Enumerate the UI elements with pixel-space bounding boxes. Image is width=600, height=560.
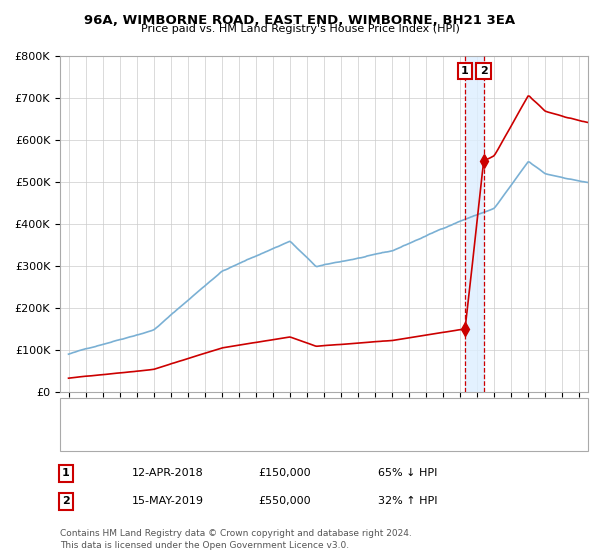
- Text: 96A, WIMBORNE ROAD, EAST END, WIMBORNE, BH21 3EA: 96A, WIMBORNE ROAD, EAST END, WIMBORNE, …: [85, 14, 515, 27]
- Bar: [465, 56, 484, 392]
- Text: 15-MAY-2019: 15-MAY-2019: [132, 496, 204, 506]
- Text: £550,000: £550,000: [258, 496, 311, 506]
- Text: 1: 1: [62, 468, 70, 478]
- Text: 2: 2: [62, 496, 70, 506]
- Text: 12-APR-2018: 12-APR-2018: [132, 468, 204, 478]
- Text: 96A, WIMBORNE ROAD, EAST END, WIMBORNE, BH21 3EA (detached house): 96A, WIMBORNE ROAD, EAST END, WIMBORNE, …: [97, 408, 494, 418]
- Text: HPI: Average price, detached house, Dorset: HPI: Average price, detached house, Dors…: [97, 431, 325, 441]
- Text: 1: 1: [461, 66, 469, 76]
- Text: £150,000: £150,000: [258, 468, 311, 478]
- Text: This data is licensed under the Open Government Licence v3.0.: This data is licensed under the Open Gov…: [60, 541, 349, 550]
- Text: 2: 2: [480, 66, 487, 76]
- Text: Price paid vs. HM Land Registry's House Price Index (HPI): Price paid vs. HM Land Registry's House …: [140, 24, 460, 34]
- Text: 32% ↑ HPI: 32% ↑ HPI: [378, 496, 437, 506]
- Text: Contains HM Land Registry data © Crown copyright and database right 2024.: Contains HM Land Registry data © Crown c…: [60, 529, 412, 538]
- Text: 65% ↓ HPI: 65% ↓ HPI: [378, 468, 437, 478]
